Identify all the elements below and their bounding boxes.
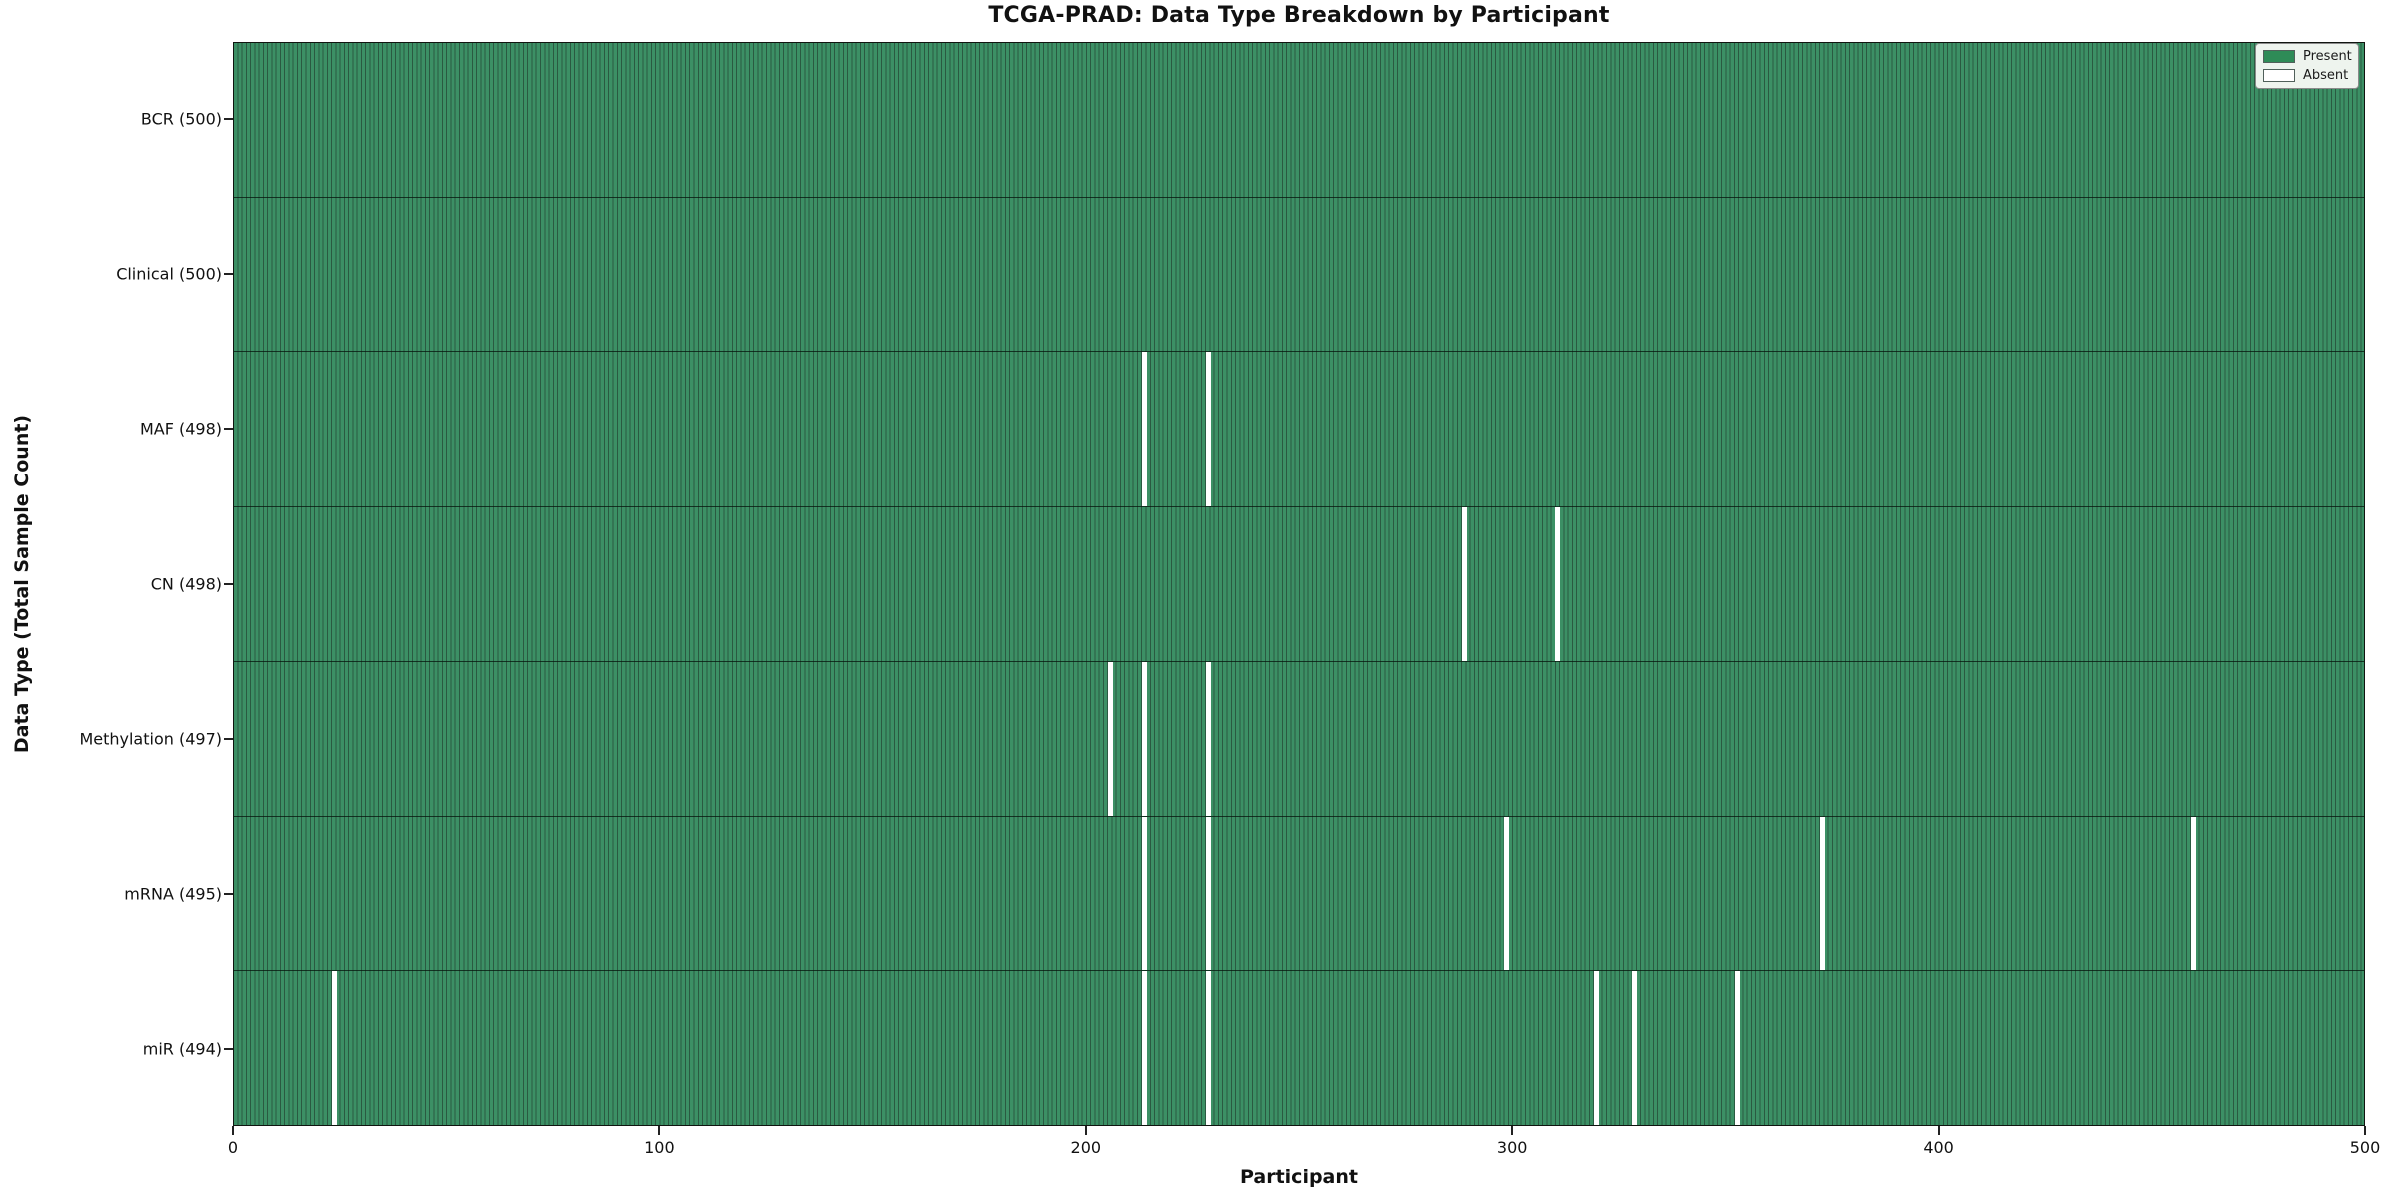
y-tick-label-miR: miR (494) [142, 1039, 222, 1059]
x-tick-mark [1937, 1126, 1940, 1135]
absent-mark [1632, 971, 1638, 1126]
heatmap-row-MAF [234, 351, 2364, 507]
heatmap-row-Methylation [234, 660, 2364, 816]
x-tick-mark [658, 1126, 661, 1135]
y-tick-mark [224, 1047, 233, 1050]
absent-mark [1141, 352, 1147, 507]
y-tick-label-MAF: MAF (498) [139, 419, 222, 439]
y-tick-mark [224, 737, 233, 740]
y-tick-mark [224, 583, 233, 585]
x-tick-mark [1084, 1126, 1087, 1135]
absent-mark [1141, 661, 1147, 816]
absent-mark [1593, 971, 1599, 1126]
present-swatch-icon [2263, 50, 2295, 63]
y-tick-label-CN: CN (498) [150, 574, 222, 594]
x-axis-label: Participant [1239, 1166, 1358, 1188]
absent-mark [1819, 816, 1825, 971]
absent-mark [1205, 816, 1211, 971]
legend-entry-present: Present [2263, 49, 2352, 64]
x-tick-label-0: 0 [227, 1138, 239, 1157]
y-tick-label-mRNA: mRNA (495) [124, 884, 222, 904]
x-tick-mark [2364, 1126, 2366, 1135]
x-tick-mark [1511, 1126, 1514, 1135]
absent-mark [1205, 661, 1211, 816]
legend-entry-absent: Absent [2263, 68, 2351, 83]
absent-mark [1141, 816, 1147, 971]
heatmap-row-BCR [234, 43, 2364, 197]
chart-title: TCGA-PRAD: Data Type Breakdown by Partic… [988, 3, 1610, 28]
y-tick-label-Clinical: Clinical (500) [116, 264, 222, 284]
absent-mark [1555, 507, 1561, 661]
legend: Present Absent [2255, 43, 2359, 89]
heatmap-row-miR [234, 970, 2364, 1126]
y-tick-mark [224, 892, 233, 895]
absent-mark [1141, 971, 1147, 1126]
absent-mark [331, 971, 337, 1126]
y-tick-label-BCR: BCR (500) [140, 109, 222, 129]
absent-mark [1205, 352, 1211, 507]
x-tick-label-100: 100 [644, 1138, 675, 1157]
absent-mark [1107, 661, 1113, 816]
x-tick-label-400: 400 [1923, 1138, 1954, 1157]
y-tick-mark [224, 273, 233, 276]
x-tick-label-500: 500 [2349, 1138, 2381, 1157]
absent-mark [2190, 816, 2196, 971]
absent-mark [1205, 971, 1211, 1126]
y-tick-mark [224, 118, 233, 121]
absent-mark [1504, 816, 1510, 971]
heatmap-row-mRNA [234, 815, 2364, 971]
y-tick-label-Methylation: Methylation (497) [79, 729, 222, 749]
y-tick-mark [224, 428, 233, 431]
heatmap-row-Clinical [234, 196, 2364, 352]
absent-mark [1734, 971, 1740, 1126]
absent-mark [1461, 507, 1467, 661]
x-tick-label-300: 300 [1496, 1138, 1528, 1157]
x-tick-mark [232, 1126, 234, 1135]
legend-absent-label: Absent [2303, 68, 2349, 83]
heatmap-row-CN [234, 506, 2364, 661]
x-tick-label-200: 200 [1070, 1138, 1102, 1157]
plot-area [233, 42, 2365, 1126]
legend-present-label: Present [2303, 49, 2352, 64]
absent-swatch-icon [2263, 69, 2295, 82]
